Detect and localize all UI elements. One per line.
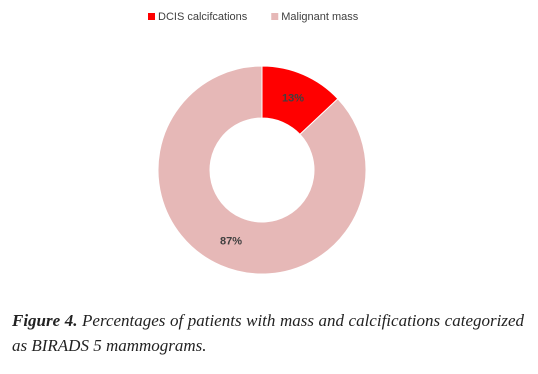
chart: 13% 87% DCIS calcifcations Malignant mass (148, 11, 367, 275)
legend-swatch (148, 13, 155, 20)
legend-label: Malignant mass (281, 11, 359, 23)
caption-text: Percentages of patients with mass and ca… (12, 311, 524, 355)
legend: DCIS calcifcations Malignant mass (148, 11, 359, 23)
slice-label: 13% (282, 92, 304, 104)
slice (157, 65, 367, 275)
caption-label: Figure 4. (12, 311, 78, 330)
caption: Figure 4. Percentages of patients with m… (12, 308, 524, 358)
slice-label: 87% (220, 235, 242, 247)
legend-swatch (271, 13, 279, 20)
legend-label: DCIS calcifcations (158, 11, 248, 23)
